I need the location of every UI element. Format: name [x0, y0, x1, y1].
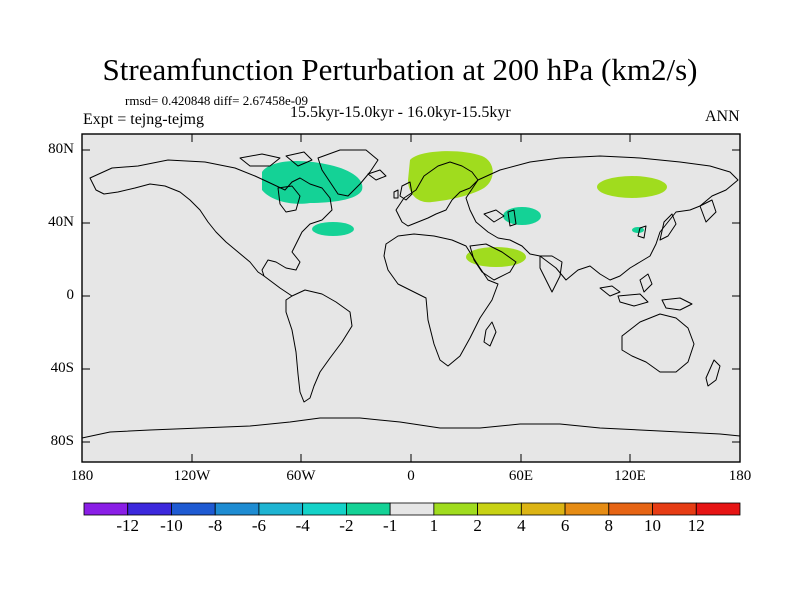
colorbar-box [608, 502, 653, 516]
y-tick-label: 0 [66, 287, 75, 303]
period-label: 15.5kyr-15.0kyr - 16.0kyr-15.5kyr [290, 104, 511, 121]
y-tick-label: 80N [48, 141, 74, 157]
colorbar-label: 2 [473, 516, 482, 535]
x-tick-label: 180 [728, 468, 752, 484]
positive-patch-arabia [466, 247, 526, 267]
experiment-label: Expt = tejng-tejmg [83, 111, 204, 128]
colorbar-box [433, 502, 479, 516]
x-tick-label: 120W [173, 468, 211, 484]
coastlines [81, 149, 741, 439]
colorbar-label: 1 [429, 516, 439, 535]
colorbar-box [564, 502, 610, 516]
colorbar-box [652, 502, 697, 516]
negative-patch-north-atlantic [312, 222, 354, 236]
y-tick-label: 40N [48, 214, 74, 230]
colorbar-label: -8 [208, 516, 223, 535]
colorbar-box [83, 502, 129, 516]
colorbar-label: -6 [251, 516, 266, 535]
colorbar-box [477, 502, 522, 516]
colorbar-label: -10 [160, 516, 183, 535]
x-tick-label: 0 [407, 468, 415, 484]
colorbar-box [520, 502, 566, 516]
colorbar-box [214, 502, 260, 516]
colorbar-label: -4 [295, 516, 310, 535]
colorbar-label: -1 [383, 516, 398, 535]
y-tick-label: 80S [50, 433, 74, 449]
y-tick-label: 40S [50, 360, 74, 376]
colorbar-label: 4 [517, 516, 526, 535]
colorbar-box [345, 502, 391, 516]
rmsd-diff-stats: rmsd= 0.420848 diff= 2.67458e-09 [125, 93, 309, 108]
positive-patch-siberia [597, 176, 667, 198]
colorbar-label: 6 [560, 516, 570, 535]
colorbar-label: -12 [116, 516, 140, 535]
colorbar-box [302, 502, 347, 516]
season-label: ANN [705, 108, 740, 125]
x-tick-label: 60E [508, 468, 534, 484]
x-tick-label: 60W [286, 468, 316, 484]
x-tick-label: 120E [614, 468, 646, 484]
plot-title: Streamfunction Perturbation at 200 hPa (… [102, 52, 698, 87]
negative-patch-central-asia [503, 207, 541, 225]
colorbar-label: 12 [687, 516, 705, 535]
colorbar-label: -2 [339, 516, 354, 535]
colorbar-label: 10 [644, 516, 662, 535]
colorbar [83, 502, 741, 516]
colorbar-box [695, 502, 741, 516]
colorbar-box [171, 502, 216, 516]
negative-patch-korea [632, 227, 644, 233]
colorbar-box [389, 502, 435, 516]
axis-ticks [82, 134, 740, 462]
x-tick-label: 180 [70, 468, 94, 484]
colorbar-label: 8 [604, 516, 614, 535]
colorbar-box [258, 502, 304, 516]
colorbar-box [127, 502, 172, 516]
